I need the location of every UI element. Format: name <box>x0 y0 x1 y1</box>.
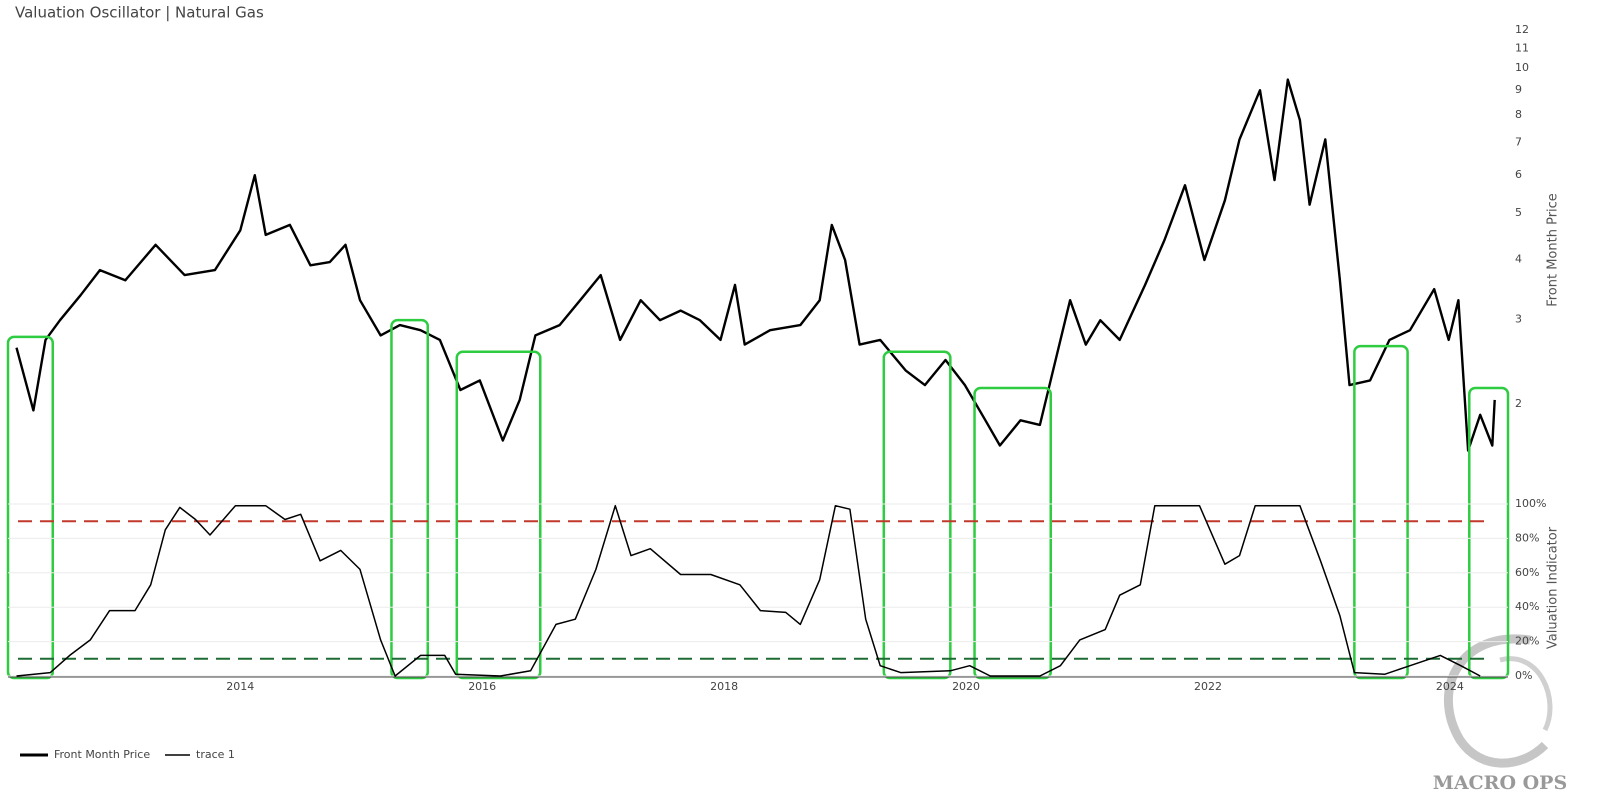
y-tick-label: 2 <box>1515 397 1522 410</box>
x-tick-label: 2016 <box>468 680 496 693</box>
y-tick-label: 4 <box>1515 252 1522 265</box>
data-line <box>15 78 1496 452</box>
logo <box>1443 634 1553 768</box>
y-tick-label: 60% <box>1515 566 1539 579</box>
x-tick-label: 2024 <box>1436 680 1464 693</box>
highlight-box <box>973 386 1052 680</box>
y-tick-label: 11 <box>1515 41 1529 54</box>
highlight-box <box>1468 386 1510 680</box>
y-tick-label: 12 <box>1515 23 1529 36</box>
logo-ring <box>1443 634 1549 768</box>
highlight-box <box>6 335 55 680</box>
y-tick-label: 0% <box>1515 669 1532 682</box>
y-tick-label: 7 <box>1515 136 1522 149</box>
y-tick-label: 100% <box>1515 497 1546 510</box>
highlight-box <box>1353 344 1409 680</box>
x-tick-label: 2014 <box>226 680 254 693</box>
y-tick-label: 5 <box>1515 206 1522 219</box>
x-tick-label: 2020 <box>952 680 980 693</box>
x-tick-label: 2022 <box>1194 680 1222 693</box>
y-tick-label: 9 <box>1515 83 1522 96</box>
highlight-box <box>882 350 952 680</box>
watermark: MACRO OPS <box>1433 772 1567 794</box>
y-tick-label: 6 <box>1515 168 1522 181</box>
legend-label: Front Month Price <box>54 748 150 761</box>
x-tick-label: 2018 <box>710 680 738 693</box>
y-axis-title: Valuation Indicator <box>1546 526 1561 649</box>
y-tick-label: 20% <box>1515 635 1539 648</box>
highlight-box <box>455 350 542 680</box>
y-tick-label: 3 <box>1515 312 1522 325</box>
y-tick-label: 10 <box>1515 61 1529 74</box>
y-axis-title: Front Month Price <box>1546 193 1561 307</box>
y-tick-label: 8 <box>1515 108 1522 121</box>
y-tick-label: 40% <box>1515 600 1539 613</box>
logo-ring <box>1499 656 1553 732</box>
data-line <box>16 504 1481 677</box>
highlight-box <box>390 318 430 680</box>
y-tick-label: 80% <box>1515 531 1539 544</box>
legend-label: trace 1 <box>196 748 235 761</box>
chart-title: Valuation Oscillator | Natural Gas <box>15 4 264 22</box>
